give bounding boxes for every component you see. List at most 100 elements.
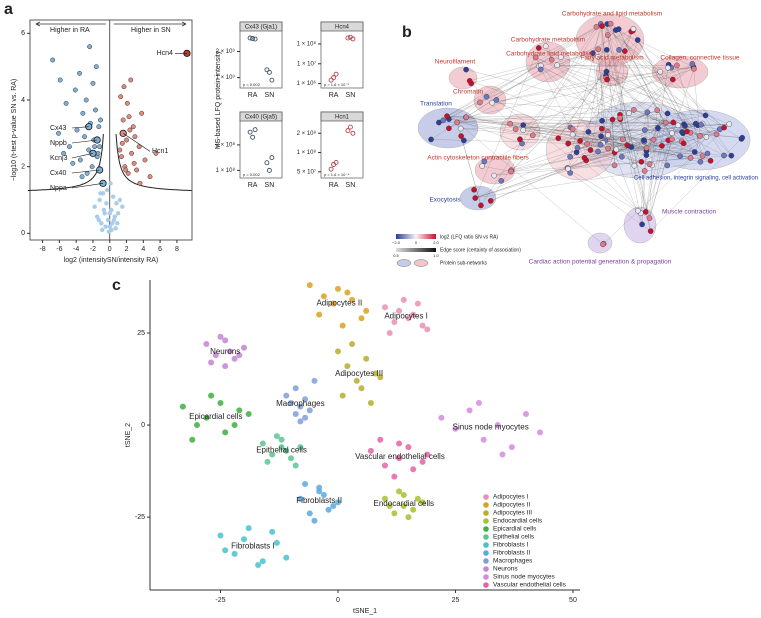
legend-swatch bbox=[483, 518, 489, 524]
legend-swatch bbox=[483, 558, 489, 564]
cell-point bbox=[297, 418, 304, 425]
panel-frame bbox=[239, 21, 283, 89]
cell-point bbox=[273, 433, 280, 440]
y-tick-label: 0 bbox=[141, 422, 145, 429]
cell-point bbox=[208, 392, 215, 399]
protein-point bbox=[94, 214, 100, 219]
legend-title: Protein sub-networks bbox=[440, 260, 487, 266]
legend-swatch bbox=[483, 510, 489, 516]
network-edge bbox=[570, 172, 651, 232]
protein-node bbox=[659, 143, 665, 149]
annotation-label: Nppa bbox=[50, 185, 67, 192]
x-tick-label: 4 bbox=[141, 246, 145, 253]
edge-scale bbox=[396, 248, 436, 252]
cell-point bbox=[330, 300, 337, 307]
protein-node bbox=[569, 126, 576, 132]
network-edge bbox=[494, 149, 617, 176]
protein-point bbox=[56, 130, 61, 136]
protein-node bbox=[721, 152, 727, 159]
network-edge bbox=[523, 29, 616, 131]
network-edge bbox=[567, 152, 615, 169]
legend-tick: 1.0 bbox=[433, 253, 439, 258]
sample-point bbox=[264, 67, 270, 73]
protein-node bbox=[617, 115, 623, 121]
cell-point bbox=[353, 377, 360, 384]
y-axis-label: tSNE_2 bbox=[125, 423, 132, 447]
legend-swatch bbox=[483, 534, 489, 540]
protein-node bbox=[609, 116, 616, 123]
legend-label: Adipocytes III bbox=[493, 510, 532, 517]
legend-label: Fibroblasts I bbox=[493, 542, 529, 549]
protein-node bbox=[573, 149, 580, 156]
y-tick-label: 1 × 10⁸ bbox=[297, 41, 317, 48]
network-edge bbox=[510, 122, 674, 124]
network-edge bbox=[475, 160, 711, 199]
protein-point bbox=[67, 144, 72, 150]
network-edge bbox=[475, 140, 669, 199]
protein-point bbox=[90, 80, 96, 86]
panel-title: Hcn1 bbox=[335, 115, 350, 121]
network-edge bbox=[605, 113, 668, 141]
legend-label: Adipocytes I bbox=[493, 494, 529, 501]
protein-node bbox=[535, 45, 542, 51]
cell-point bbox=[391, 318, 398, 325]
annotation-line bbox=[71, 183, 104, 189]
protein-node bbox=[457, 125, 464, 132]
protein-point bbox=[107, 224, 112, 229]
protein-node bbox=[483, 93, 490, 100]
y-tick-label: 0 bbox=[21, 230, 25, 237]
sample-point bbox=[250, 36, 256, 41]
protein-node bbox=[689, 60, 696, 67]
protein-node bbox=[699, 153, 706, 159]
panel-label: c bbox=[112, 277, 121, 294]
x-tick-label: 0 bbox=[108, 246, 112, 253]
cell-point bbox=[537, 429, 544, 436]
protein-node bbox=[466, 77, 473, 84]
protein-node bbox=[581, 154, 588, 161]
y-tick-label: 1 × 10⁷ bbox=[297, 60, 316, 67]
legend-label: Fibroblasts II bbox=[493, 550, 530, 557]
protein-node bbox=[600, 241, 606, 248]
protein-node bbox=[481, 158, 488, 165]
protein-node bbox=[554, 62, 560, 69]
legend-label: Vascular endothelial cells bbox=[493, 582, 567, 589]
protein-node bbox=[635, 207, 641, 214]
sample-point bbox=[331, 75, 337, 81]
x-tick-label: RA bbox=[248, 92, 258, 99]
cell-point bbox=[344, 289, 351, 296]
cell-point bbox=[320, 492, 327, 499]
x-tick-label: 8 bbox=[175, 246, 179, 253]
network-edge bbox=[482, 143, 523, 167]
cluster-label: Collagen, connective tissue bbox=[660, 55, 740, 62]
network-edge bbox=[661, 129, 720, 146]
annotation-label: Kcnj3 bbox=[50, 155, 68, 162]
protein-point bbox=[101, 207, 107, 213]
x-tick-label: SN bbox=[346, 182, 356, 189]
p-value: p = 1.6 × 10⁻⁴ bbox=[324, 172, 349, 177]
protein-point bbox=[139, 110, 145, 116]
network-edge bbox=[610, 23, 725, 128]
protein-node bbox=[703, 134, 710, 140]
x-tick-label: -8 bbox=[39, 246, 45, 253]
threshold-curve bbox=[27, 134, 104, 191]
protein-node bbox=[446, 125, 452, 132]
cell-point bbox=[396, 307, 403, 314]
x-tick-label: 50 bbox=[569, 597, 577, 604]
protein-node bbox=[664, 110, 671, 117]
protein-point bbox=[99, 221, 104, 226]
network-edge bbox=[649, 139, 673, 219]
protein-node bbox=[739, 134, 745, 141]
protein-node bbox=[641, 168, 648, 174]
cell-point bbox=[466, 407, 473, 414]
direction-arrow bbox=[35, 21, 106, 27]
cell-point bbox=[419, 322, 426, 329]
protein-node bbox=[529, 132, 536, 139]
y-axis-label: −log10 (t-test p-value SN vs. RA) bbox=[11, 79, 18, 182]
cell-point bbox=[480, 436, 487, 443]
protein-point bbox=[87, 44, 93, 50]
network-edge bbox=[606, 49, 673, 80]
legend-subnet bbox=[396, 259, 412, 267]
cell-point bbox=[372, 370, 379, 377]
protein-node bbox=[517, 136, 523, 143]
panel-frame bbox=[239, 111, 283, 179]
